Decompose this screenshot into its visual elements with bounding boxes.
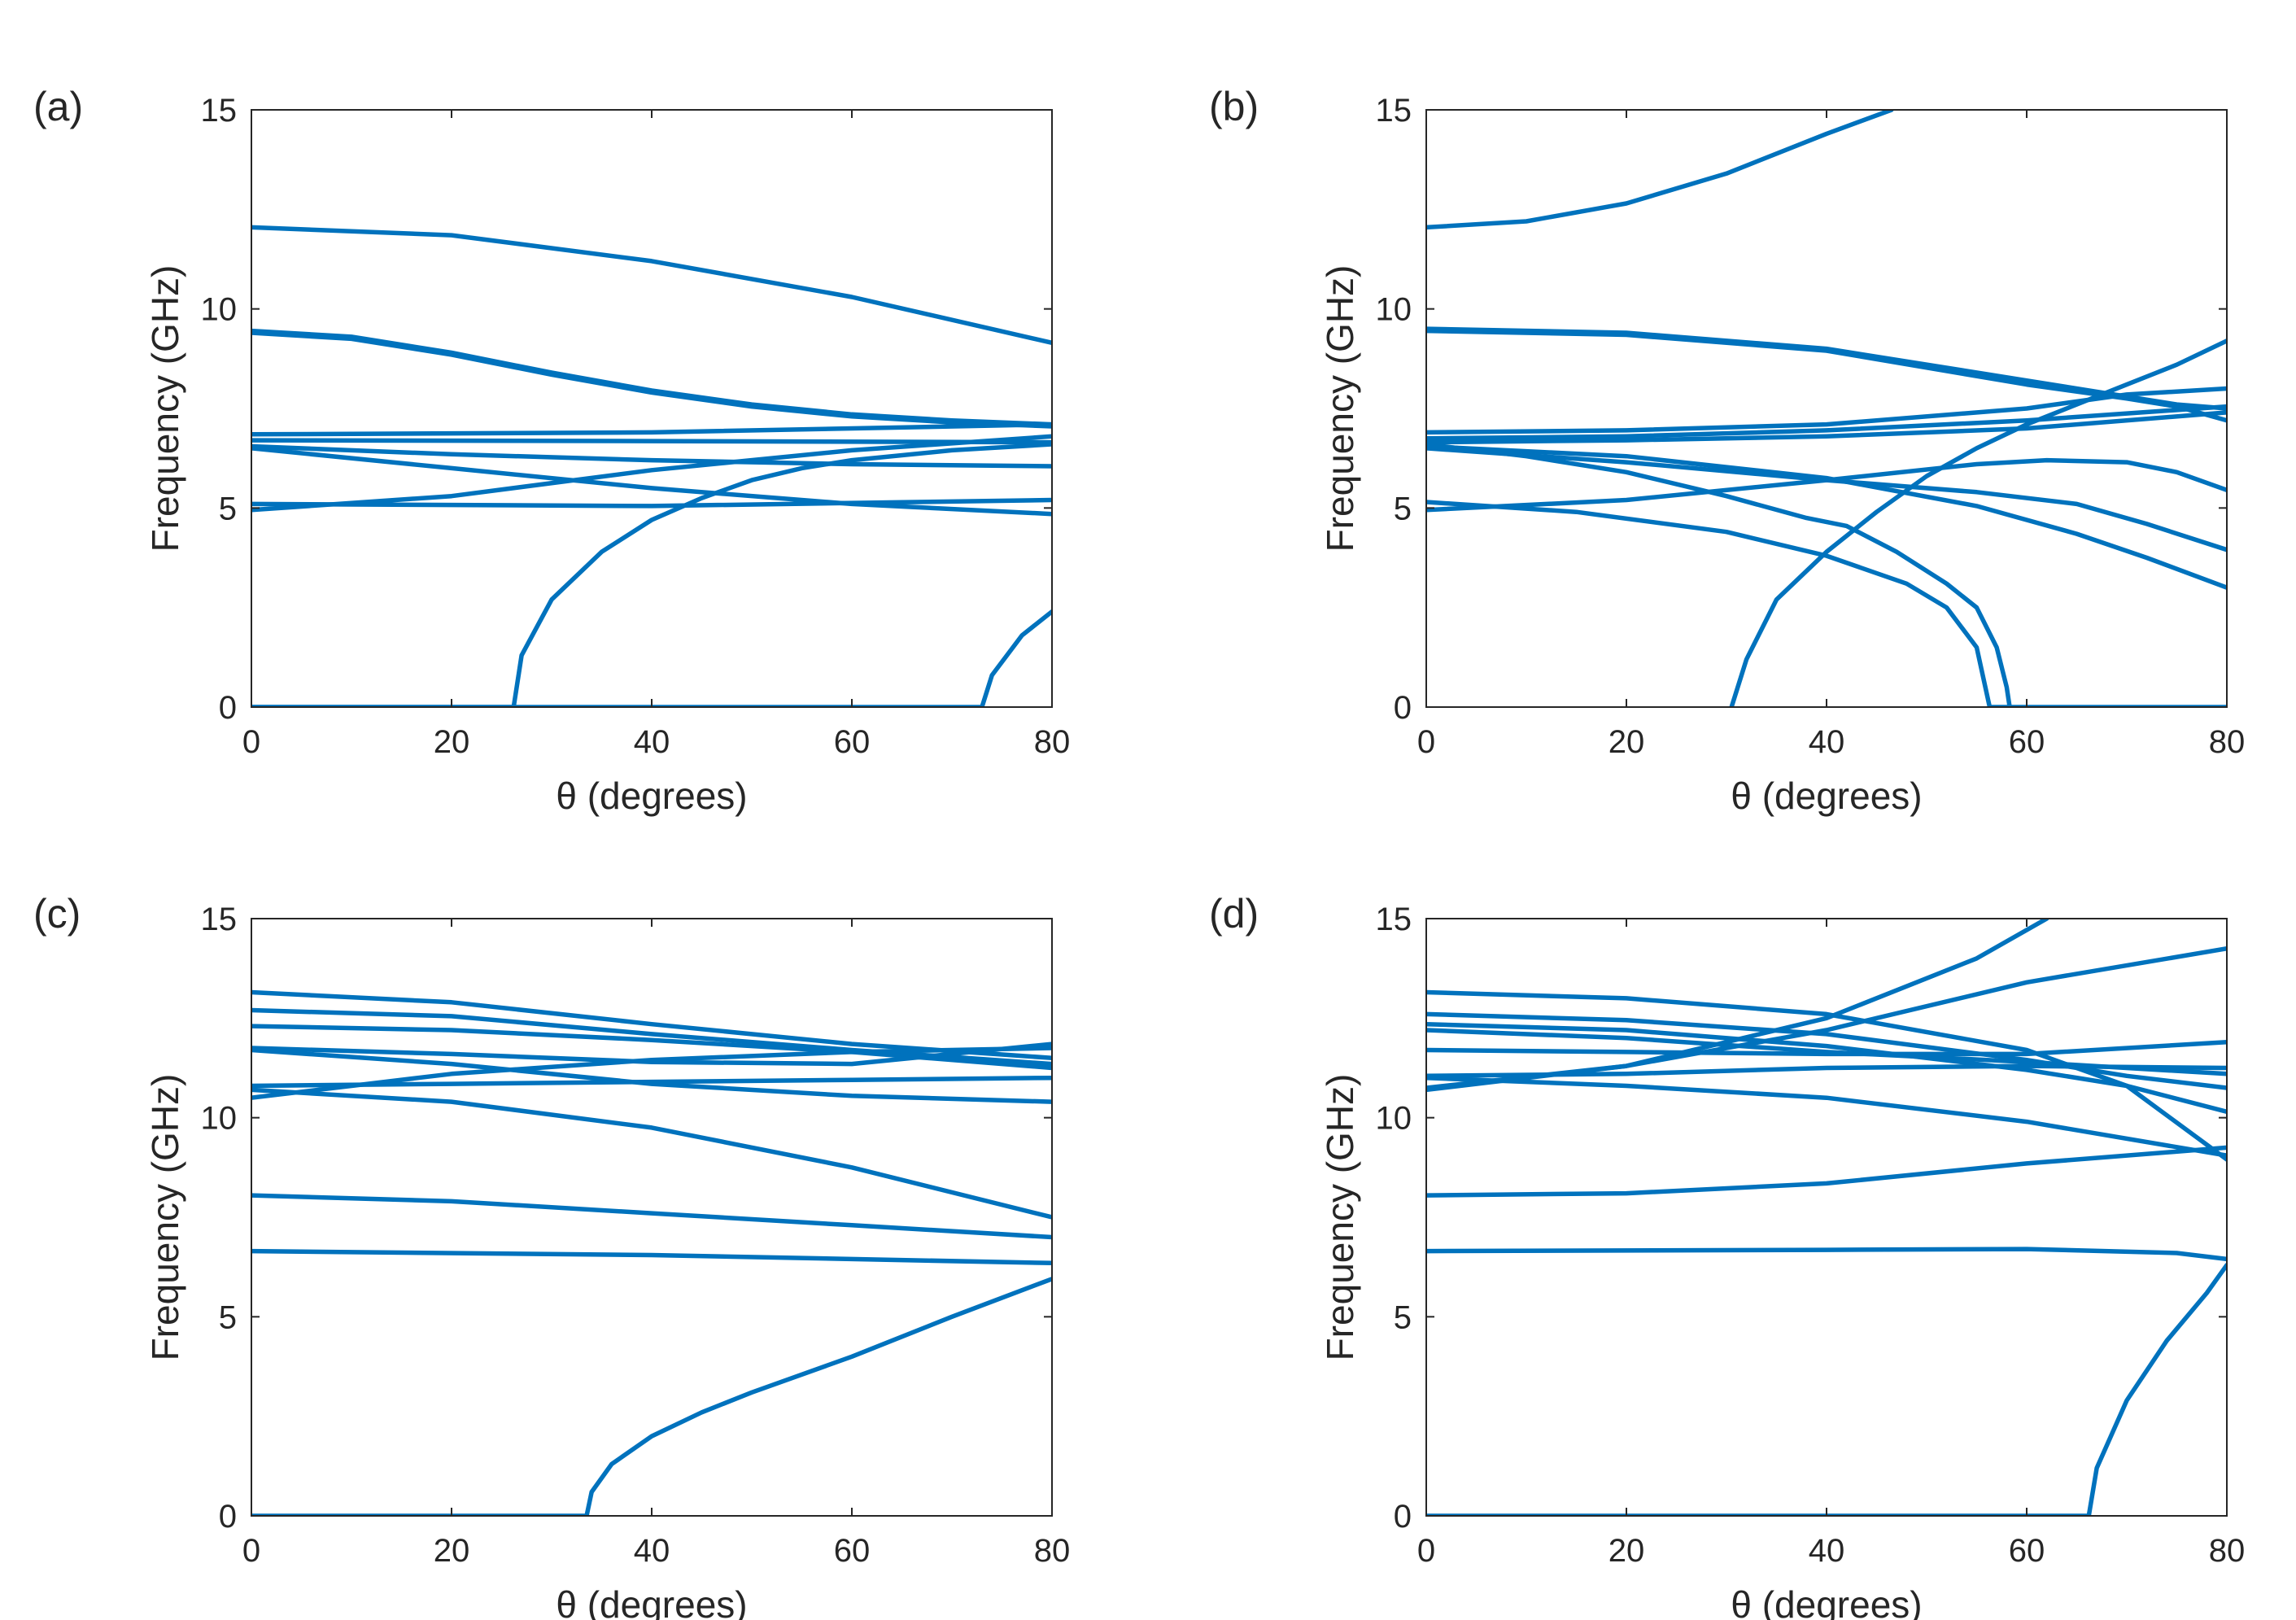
x-tick-label: 0 — [242, 724, 260, 760]
series-line-mode-1 — [1426, 989, 2227, 1162]
x-tick-label: 0 — [1417, 1533, 1435, 1569]
y-tick-label: 5 — [1394, 491, 1412, 526]
series-line-mode-10 — [1426, 500, 2227, 707]
x-tick-label: 60 — [2009, 1533, 2045, 1569]
series-line-mode-1 — [1426, 110, 1894, 230]
panel-label: (d) — [1209, 891, 1259, 937]
y-tick-label: 0 — [219, 690, 237, 726]
y-tick-label: 0 — [219, 1499, 237, 1535]
x-axis-label: θ (degrees) — [556, 1583, 747, 1620]
x-axis-label: θ (degrees) — [1731, 1583, 1922, 1620]
series-line-mode-6 — [1426, 410, 2227, 445]
panel-label: (a) — [33, 84, 83, 129]
y-tick-label: 15 — [1376, 93, 1412, 129]
series-line-mode-6 — [251, 443, 1052, 469]
series-line-mode-4 — [1426, 386, 2227, 435]
series-group — [251, 989, 1052, 1516]
panel-c: 0 20 40 60 80 0 5 10 15 θ (degrees) Frequency (GHz… — [33, 891, 1070, 1620]
x-tick-label: 60 — [834, 724, 871, 760]
series-line-mode-3 — [1426, 328, 2227, 423]
series-line-mode-5 — [251, 438, 1052, 445]
series-line-mode-12 — [1426, 1262, 2227, 1516]
series-line-mode-1 — [251, 225, 1052, 346]
series-line-mode-2 — [251, 328, 1052, 427]
series-line-mode-11 — [1426, 442, 2012, 707]
x-axis-label: θ (degrees) — [556, 775, 747, 817]
series-line-mode-8 — [251, 1087, 1052, 1220]
x-tick-label: 40 — [634, 724, 670, 760]
y-tick-label: 0 — [1394, 690, 1412, 726]
y-tick-label: 15 — [201, 93, 238, 129]
x-tick-label: 20 — [1609, 1533, 1645, 1569]
x-tick-label: 0 — [1417, 724, 1435, 760]
series-line-mode-9 — [251, 497, 1052, 509]
x-tick-label: 60 — [2009, 724, 2045, 760]
y-tick-label: 10 — [1376, 1101, 1412, 1137]
series-line-mode-11 — [251, 609, 1052, 707]
series-line-mode-8 — [1426, 919, 2049, 1093]
y-tick-label: 5 — [219, 491, 237, 526]
series-group — [251, 225, 1052, 707]
panel-b: 0 20 40 60 80 0 5 10 15 θ (degrees) Frequency (GHz… — [1209, 84, 2245, 817]
series-line-mode-2 — [1426, 1011, 2227, 1090]
panel-label: (b) — [1209, 84, 1259, 129]
series-line-mode-9 — [1426, 457, 2227, 513]
x-tick-label: 80 — [2209, 1533, 2246, 1569]
axes-box — [251, 109, 1053, 708]
series-line-mode-4 — [251, 421, 1052, 437]
x-axis-label: θ (degrees) — [1731, 775, 1922, 817]
series-line-mode-6 — [251, 1075, 1052, 1089]
x-tick-label: 0 — [242, 1533, 260, 1569]
series-line-mode-11 — [1426, 1247, 2227, 1262]
series-line-mode-11 — [251, 1277, 1052, 1516]
panel-d: 0 20 40 60 80 0 5 10 15 θ (degrees) Frequency (GHz… — [1209, 891, 2245, 1620]
series-line-mode-10 — [1426, 1145, 2227, 1198]
panel-a: 0 20 40 60 80 0 5 10 15 θ (degrees) Frequency (GHz… — [33, 84, 1070, 817]
series-line-mode-10 — [251, 442, 1052, 707]
axes-box — [251, 918, 1053, 1517]
y-tick-label: 15 — [1376, 902, 1412, 937]
series-line-mode-8 — [251, 434, 1052, 513]
y-tick-label: 10 — [201, 1101, 238, 1137]
series-line-mode-7 — [251, 1046, 1052, 1100]
x-tick-label: 80 — [1034, 1533, 1071, 1569]
series-line-mode-1 — [251, 989, 1052, 1061]
series-line-mode-2 — [251, 1007, 1052, 1067]
y-tick-label: 0 — [1394, 1499, 1412, 1535]
x-tick-label: 20 — [434, 1533, 470, 1569]
x-tick-label: 60 — [834, 1533, 871, 1569]
axes-box — [1425, 109, 2228, 708]
x-tick-label: 40 — [634, 1533, 670, 1569]
y-axis-label: Frequency (GHz) — [1319, 1074, 1361, 1361]
x-tick-label: 80 — [1034, 724, 1071, 760]
y-tick-label: 5 — [1394, 1299, 1412, 1335]
y-axis-label: Frequency (GHz) — [144, 1074, 186, 1361]
series-line-mode-5 — [1426, 404, 2227, 441]
y-axis-label: Frequency (GHz) — [144, 265, 186, 552]
series-group — [1426, 919, 2227, 1516]
series-line-mode-7 — [1426, 443, 2227, 590]
series-group — [1426, 110, 2227, 707]
y-tick-label: 10 — [1376, 292, 1412, 328]
series-line-mode-10 — [251, 1248, 1052, 1266]
y-tick-label: 10 — [201, 292, 238, 328]
x-tick-label: 40 — [1809, 1533, 1845, 1569]
y-axis-label: Frequency (GHz) — [1319, 265, 1361, 552]
series-line-mode-9 — [251, 1193, 1052, 1240]
series-line-mode-3 — [251, 330, 1052, 429]
x-tick-label: 20 — [434, 724, 470, 760]
x-tick-label: 40 — [1809, 724, 1845, 760]
series-line-mode-12 — [1729, 338, 2227, 707]
panel-label: (c) — [33, 891, 81, 937]
axes-box — [1425, 918, 2228, 1517]
x-tick-label: 20 — [1609, 724, 1645, 760]
series-line-mode-8 — [1426, 446, 2227, 552]
x-tick-label: 80 — [2209, 724, 2246, 760]
series-line-mode-5 — [1426, 1039, 2227, 1057]
y-tick-label: 15 — [201, 902, 238, 937]
series-line-mode-7 — [251, 446, 1052, 517]
series-line-mode-9 — [1426, 1075, 2227, 1158]
y-tick-label: 5 — [219, 1299, 237, 1335]
